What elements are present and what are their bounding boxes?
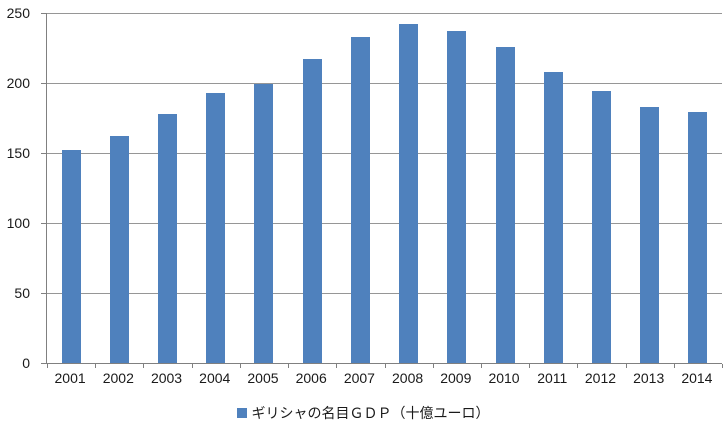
y-tick-200: [41, 83, 47, 84]
x-tick-6: [336, 364, 338, 368]
x-tick-4: [239, 364, 241, 368]
x-axis-label-2001: 2001: [54, 370, 86, 386]
bar-2006: [302, 59, 322, 363]
legend: ギリシャの名目ＧＤＰ（十億ユーロ）: [0, 404, 726, 422]
x-axis-label-2014: 2014: [681, 370, 713, 386]
y-tick-100: [41, 223, 47, 224]
x-tick-9: [480, 364, 482, 368]
x-axis-label-2004: 2004: [199, 370, 231, 386]
x-tick-8: [432, 364, 434, 368]
x-axis-label-2009: 2009: [440, 370, 472, 386]
bar-2005: [254, 84, 274, 363]
x-axis-label-2010: 2010: [488, 370, 520, 386]
x-tick-0: [47, 364, 48, 368]
x-axis-label-2002: 2002: [102, 370, 134, 386]
y-tick-0: [41, 363, 47, 364]
bar-2014: [688, 112, 708, 363]
y-tick-250: [41, 13, 47, 14]
x-tick-11: [577, 364, 579, 368]
bar-2012: [591, 91, 611, 363]
y-tick-150: [41, 153, 47, 154]
x-tick-5: [288, 364, 290, 368]
bar-2002: [109, 136, 129, 363]
x-tick-13: [673, 364, 675, 368]
y-axis-label-150: 150: [6, 145, 30, 161]
x-tick-1: [95, 364, 97, 368]
x-axis-label-2005: 2005: [247, 370, 279, 386]
bar-2004: [206, 92, 226, 363]
x-axis-label-2012: 2012: [584, 370, 617, 386]
y-axis-label-250: 250: [6, 5, 30, 21]
gridline-200: [47, 83, 722, 84]
gridline-150: [47, 153, 722, 154]
gridline-50: [47, 293, 722, 294]
x-axis-label-2008: 2008: [392, 370, 424, 386]
y-axis-label-200: 200: [6, 75, 30, 91]
bar-2003: [158, 113, 178, 363]
legend-marker-icon: [236, 408, 247, 418]
y-axis-label-50: 50: [14, 285, 30, 301]
x-axis-label-2003: 2003: [150, 370, 183, 386]
y-tick-50: [41, 293, 47, 294]
legend-label: ギリシャの名目ＧＤＰ（十億ユーロ）: [251, 405, 490, 421]
bar-2008: [399, 24, 419, 363]
x-axis-label-2007: 2007: [343, 370, 375, 386]
gridline-100: [47, 223, 722, 224]
x-tick-3: [191, 364, 193, 368]
bar-2009: [447, 31, 467, 363]
x-tick-7: [384, 364, 386, 368]
y-axis-label-100: 100: [6, 215, 30, 231]
x-axis-label-2011: 2011: [537, 370, 568, 386]
bar-2010: [495, 46, 515, 363]
x-tick-2: [143, 364, 145, 368]
bar-2007: [350, 36, 370, 363]
y-axis-label-0: 0: [22, 355, 30, 371]
x-tick-12: [625, 364, 627, 368]
x-tick-14: [722, 364, 723, 368]
plot-area: [41, 13, 723, 368]
x-axis-label-2013: 2013: [633, 370, 665, 386]
x-axis-label-2006: 2006: [295, 370, 327, 386]
gridline-250: [47, 13, 722, 14]
bar-2001: [61, 150, 81, 363]
bar-2011: [543, 71, 563, 363]
x-tick-10: [529, 364, 531, 368]
bar-2013: [640, 106, 660, 363]
